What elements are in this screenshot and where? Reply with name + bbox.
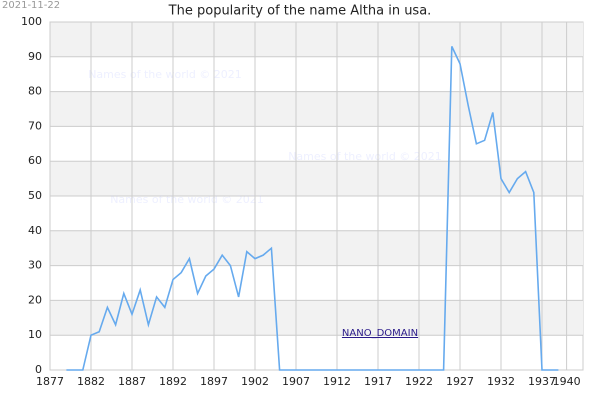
y-tick-label: 40 xyxy=(28,224,42,237)
x-tick-label: 1922 xyxy=(405,375,433,388)
y-tick-label: 10 xyxy=(28,328,42,341)
x-tick-label: 1877 xyxy=(36,375,64,388)
y-tick-label: 30 xyxy=(28,259,42,272)
y-tick-label: 100 xyxy=(21,15,42,28)
line xyxy=(66,46,559,371)
y-tick-label: 70 xyxy=(28,119,42,132)
x-tick-label: 1940 xyxy=(553,375,581,388)
x-tick-label: 1937 xyxy=(528,375,556,388)
y-tick-label: 60 xyxy=(28,154,42,167)
y-tick-label: 80 xyxy=(28,85,42,98)
y-tick-label: 90 xyxy=(28,50,42,63)
x-tick-label: 1912 xyxy=(323,375,351,388)
chart-title: The popularity of the name Altha in usa. xyxy=(168,4,432,19)
band xyxy=(50,161,583,196)
x-tick-label: 1882 xyxy=(77,375,105,388)
x-tick-label: 1932 xyxy=(487,375,515,388)
date-stamp: 2021-11-22 xyxy=(2,0,60,11)
y-tick-label: 20 xyxy=(28,293,42,306)
y-tick-label: 50 xyxy=(28,189,42,202)
x-tick-label: 1907 xyxy=(282,375,310,388)
domain-label: NANO_DOMAIN xyxy=(342,328,418,339)
watermark: Names of the world © 2021 xyxy=(288,150,442,163)
band xyxy=(50,91,583,127)
watermark: Names of the world © 2021 xyxy=(88,68,242,81)
x-tick-label: 1887 xyxy=(118,375,146,388)
band xyxy=(50,230,583,266)
x-tick-label: 1897 xyxy=(200,375,228,388)
band xyxy=(50,300,583,336)
x-tick-label: 1917 xyxy=(364,375,392,388)
x-tick-label: 1892 xyxy=(159,375,187,388)
x-tick-label: 1902 xyxy=(241,375,269,388)
x-tick-label: 1927 xyxy=(446,375,474,388)
y-tick-label: 0 xyxy=(35,363,42,376)
watermark: Names of the world © 2021 xyxy=(110,193,264,206)
band xyxy=(50,22,583,57)
